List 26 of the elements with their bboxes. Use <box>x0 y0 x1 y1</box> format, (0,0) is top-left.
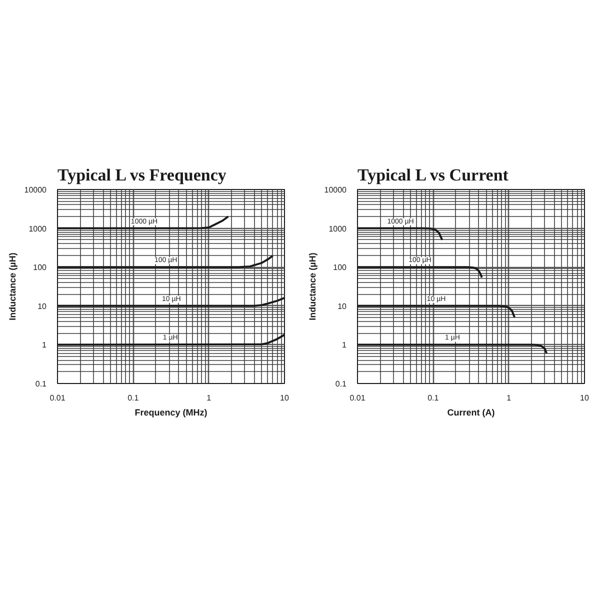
x-tick-label: 1 <box>506 394 512 402</box>
y-tick-label: 0.1 <box>35 380 48 388</box>
x-tick-label: 0.01 <box>350 394 366 402</box>
chart-title: Typical L vs Frequency <box>58 166 227 184</box>
x-tick-label: 1 <box>206 394 212 402</box>
y-tick-label: 1 <box>42 340 48 350</box>
y-tick-label: 1 <box>342 340 348 350</box>
y-tick-label: 10 <box>38 302 48 311</box>
y-tick-label: 100 <box>33 263 48 272</box>
chart-title: Typical L vs Current <box>358 166 509 184</box>
x-tick-label: 0.1 <box>128 394 140 402</box>
y-tick-label: 1000 <box>28 224 48 234</box>
x-tick-label: 0.1 <box>428 394 440 402</box>
y-axis-title: Inductance (µH) <box>7 252 18 320</box>
x-axis-title: Current (A) <box>447 408 495 418</box>
x-axis-title: Frequency (MHz) <box>134 408 208 418</box>
y-tick-label: 0.1 <box>335 380 348 388</box>
y-axis-title: Inductance (µH) <box>307 252 318 320</box>
x-tick-label: 10 <box>580 394 590 402</box>
y-tick-label: 10 <box>338 302 348 311</box>
y-tick-label: 1000 <box>328 224 348 234</box>
y-tick-label: 10000 <box>324 186 348 194</box>
y-tick-label: 10000 <box>24 186 48 194</box>
y-tick-label: 100 <box>333 263 348 272</box>
x-tick-label: 10 <box>280 394 290 402</box>
x-tick-label: 0.01 <box>50 394 66 402</box>
